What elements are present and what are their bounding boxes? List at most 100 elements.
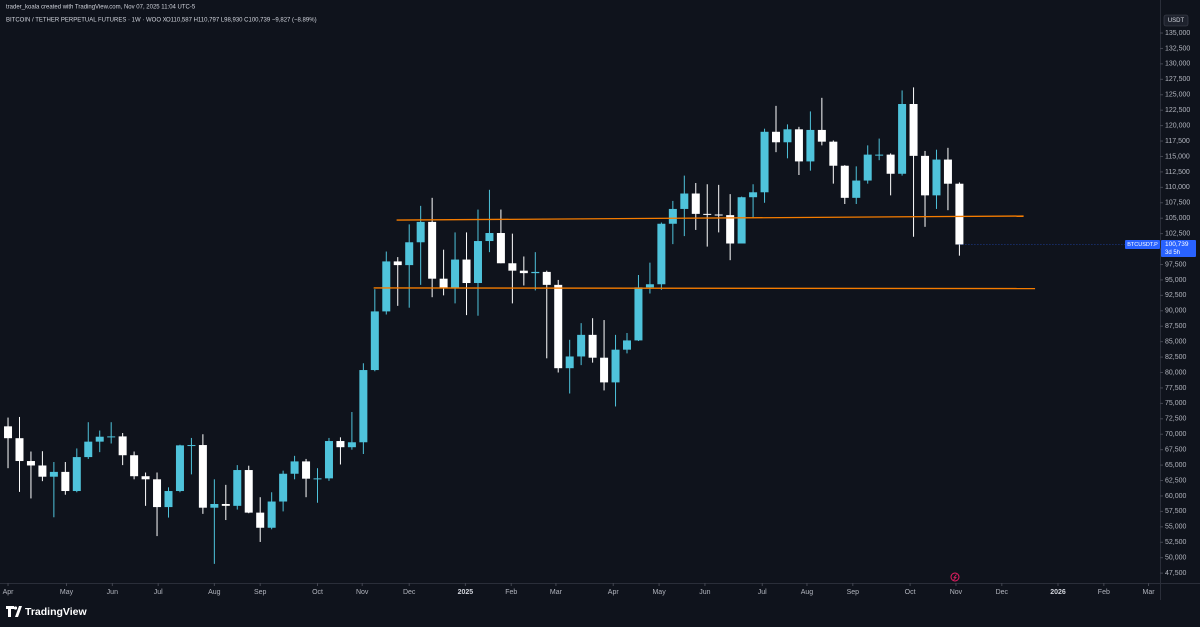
x-tick-label: Apr xyxy=(3,589,15,596)
candle-body xyxy=(943,159,952,184)
y-tick-label: 127,500 xyxy=(1165,76,1190,83)
y-tick-label: 47,500 xyxy=(1165,570,1187,577)
candle-body xyxy=(72,457,81,492)
candle-body xyxy=(244,470,253,513)
y-tick-label: 92,500 xyxy=(1165,292,1187,299)
candle-body xyxy=(760,131,769,193)
candle-body xyxy=(794,129,803,162)
brand-mark xyxy=(6,606,22,617)
candle-body xyxy=(783,129,792,143)
candle-body xyxy=(84,441,93,458)
candle-body xyxy=(714,214,723,216)
y-tick-label: 52,500 xyxy=(1165,539,1187,546)
symbol-tag-label: BTCUSDT.P xyxy=(1127,242,1158,248)
candle-body xyxy=(15,438,24,462)
x-tick-label: Feb xyxy=(1098,589,1110,596)
ohlc-readout: O110,587 H110,797 L98,930 C100,739 −9,82… xyxy=(166,18,317,24)
candle-body xyxy=(691,193,700,214)
candle-body xyxy=(875,154,884,156)
candle-body xyxy=(668,208,677,224)
candle-body xyxy=(210,503,219,508)
brand-logo: TradingView xyxy=(6,606,87,618)
candle-body xyxy=(462,259,471,284)
x-tick-label: Aug xyxy=(208,589,221,596)
candle-body xyxy=(175,445,184,492)
x-tick-label: Mar xyxy=(550,589,563,596)
candle-body xyxy=(898,104,907,174)
y-tick-label: 55,000 xyxy=(1165,524,1187,531)
candle-body xyxy=(840,165,849,198)
x-tick-label: 2025 xyxy=(458,589,474,596)
candle-body xyxy=(542,271,551,285)
y-tick-label: 102,500 xyxy=(1165,230,1190,237)
candle-body xyxy=(577,334,586,357)
candle-body xyxy=(852,180,861,198)
candle-body xyxy=(393,261,402,266)
y-tick-label: 97,500 xyxy=(1165,261,1187,268)
candle-body xyxy=(61,471,70,492)
symbol-tag xyxy=(1125,240,1160,250)
level-line xyxy=(373,287,1036,290)
candle-body xyxy=(370,311,379,371)
candle-body xyxy=(565,356,574,369)
y-tick-label: 90,000 xyxy=(1165,308,1187,315)
event-icon-bolt xyxy=(953,574,957,581)
y-tick-label: 80,000 xyxy=(1165,369,1187,376)
author-line: trader_koala created with TradingView.co… xyxy=(6,5,196,11)
candle-body xyxy=(4,426,13,439)
x-tick-label: 2026 xyxy=(1050,589,1066,596)
x-tick-label: Nov xyxy=(950,589,963,596)
candle-body xyxy=(600,357,609,383)
candle-body xyxy=(554,284,563,369)
candle-body xyxy=(508,263,517,271)
candle-body xyxy=(485,233,494,242)
countdown-label: 3d 5h xyxy=(1165,250,1180,256)
x-tick-label: Sep xyxy=(254,589,267,596)
candle-body xyxy=(886,154,895,174)
candle-body xyxy=(324,441,333,479)
x-tick-label: Oct xyxy=(905,589,916,596)
candle-body xyxy=(932,159,941,196)
y-tick-label: 130,000 xyxy=(1165,61,1190,68)
candle-body xyxy=(622,340,631,350)
candle-body xyxy=(863,154,872,181)
candle-body xyxy=(290,461,299,474)
event-marker[interactable] xyxy=(950,572,960,582)
y-tick-label: 72,500 xyxy=(1165,416,1187,423)
y-tick-label: 125,000 xyxy=(1165,92,1190,99)
candle-body xyxy=(164,491,173,508)
y-tick-label: 132,500 xyxy=(1165,45,1190,52)
y-tick-label: 67,500 xyxy=(1165,447,1187,454)
currency-box[interactable] xyxy=(1163,14,1189,27)
x-tick-label: Feb xyxy=(505,589,517,596)
y-tick-label: 135,000 xyxy=(1165,30,1190,37)
candle-body xyxy=(519,270,528,274)
candle-body xyxy=(141,476,150,480)
candle-body xyxy=(611,349,620,383)
candle-body xyxy=(645,284,654,288)
candle-body xyxy=(806,129,815,162)
candle-body xyxy=(221,503,230,506)
x-tick-label: Dec xyxy=(996,589,1009,596)
x-tick-label: Nov xyxy=(356,589,369,596)
candle-body xyxy=(336,441,345,448)
y-tick-label: 95,000 xyxy=(1165,277,1187,284)
x-tick-label: Dec xyxy=(403,589,416,596)
candle-body xyxy=(347,442,356,448)
x-tick-label: Jul xyxy=(154,589,163,596)
candle-body xyxy=(496,233,505,264)
candles xyxy=(4,87,964,564)
y-tick-label: 50,000 xyxy=(1165,555,1187,562)
currency-label: USDT xyxy=(1168,18,1185,24)
price-tag-label: 100,739 xyxy=(1165,241,1189,248)
event-icon[interactable] xyxy=(950,572,960,582)
candle-body xyxy=(473,241,482,284)
x-tick-label: Aug xyxy=(801,589,814,596)
candle-body xyxy=(737,197,746,244)
candle-body xyxy=(198,445,207,508)
y-tick-label: 85,000 xyxy=(1165,338,1187,345)
candle-body xyxy=(817,129,826,142)
y-tick-label: 105,000 xyxy=(1165,215,1190,222)
